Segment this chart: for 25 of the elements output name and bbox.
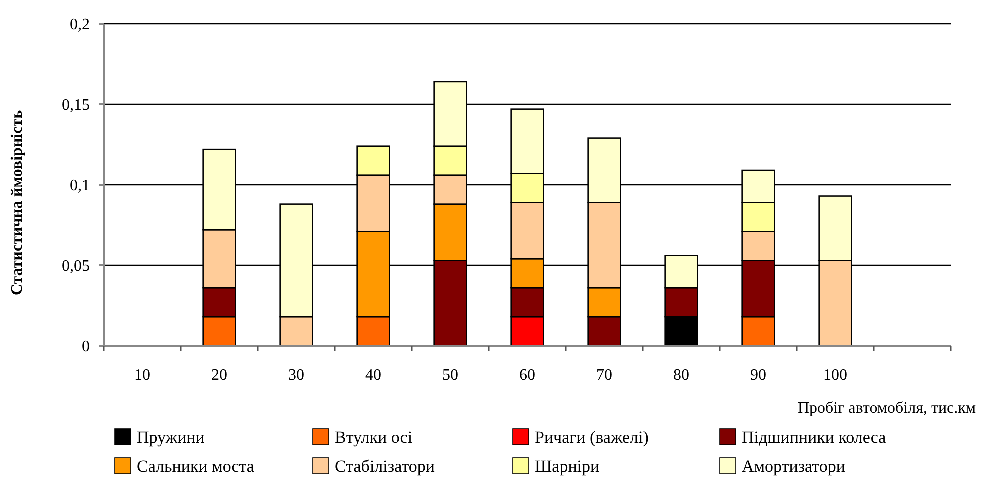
x-tick-label: 50 — [442, 367, 458, 384]
y-axis-title: Статистична ймовірність — [9, 110, 26, 296]
x-tick-label: 10 — [134, 367, 150, 384]
legend-label: Амортизатори — [742, 456, 846, 476]
y-tick-label: 0 — [82, 338, 90, 356]
x-tick-label: 70 — [596, 367, 612, 384]
x-axis-title: Пробіг автомобіля, тис.км — [798, 400, 976, 417]
legend-label: Втулки осі — [335, 428, 413, 447]
legend-label: Стабілізатори — [335, 456, 435, 476]
legend-label: Сальники моста — [137, 456, 255, 476]
legend-label: Ричаги (важелі) — [535, 428, 649, 447]
y-tick-label: 0,05 — [62, 258, 90, 276]
y-tick-label: 0,2 — [70, 16, 90, 34]
legend-label: Шарніри — [535, 456, 600, 476]
x-tick-label: 20 — [212, 367, 228, 384]
x-tick-label: 90 — [750, 367, 766, 384]
y-tick-label: 0,1 — [70, 178, 90, 195]
y-tick-label: 0,15 — [62, 97, 90, 114]
x-tick-label: 40 — [366, 367, 382, 384]
x-tick-label: 60 — [520, 367, 536, 384]
legend-label: Підшипники колеса — [742, 428, 887, 447]
x-tick-label: 100 — [824, 367, 848, 384]
x-tick-label: 30 — [288, 367, 304, 384]
legend-label: Пружини — [137, 428, 205, 447]
x-tick-label: 80 — [674, 367, 690, 384]
